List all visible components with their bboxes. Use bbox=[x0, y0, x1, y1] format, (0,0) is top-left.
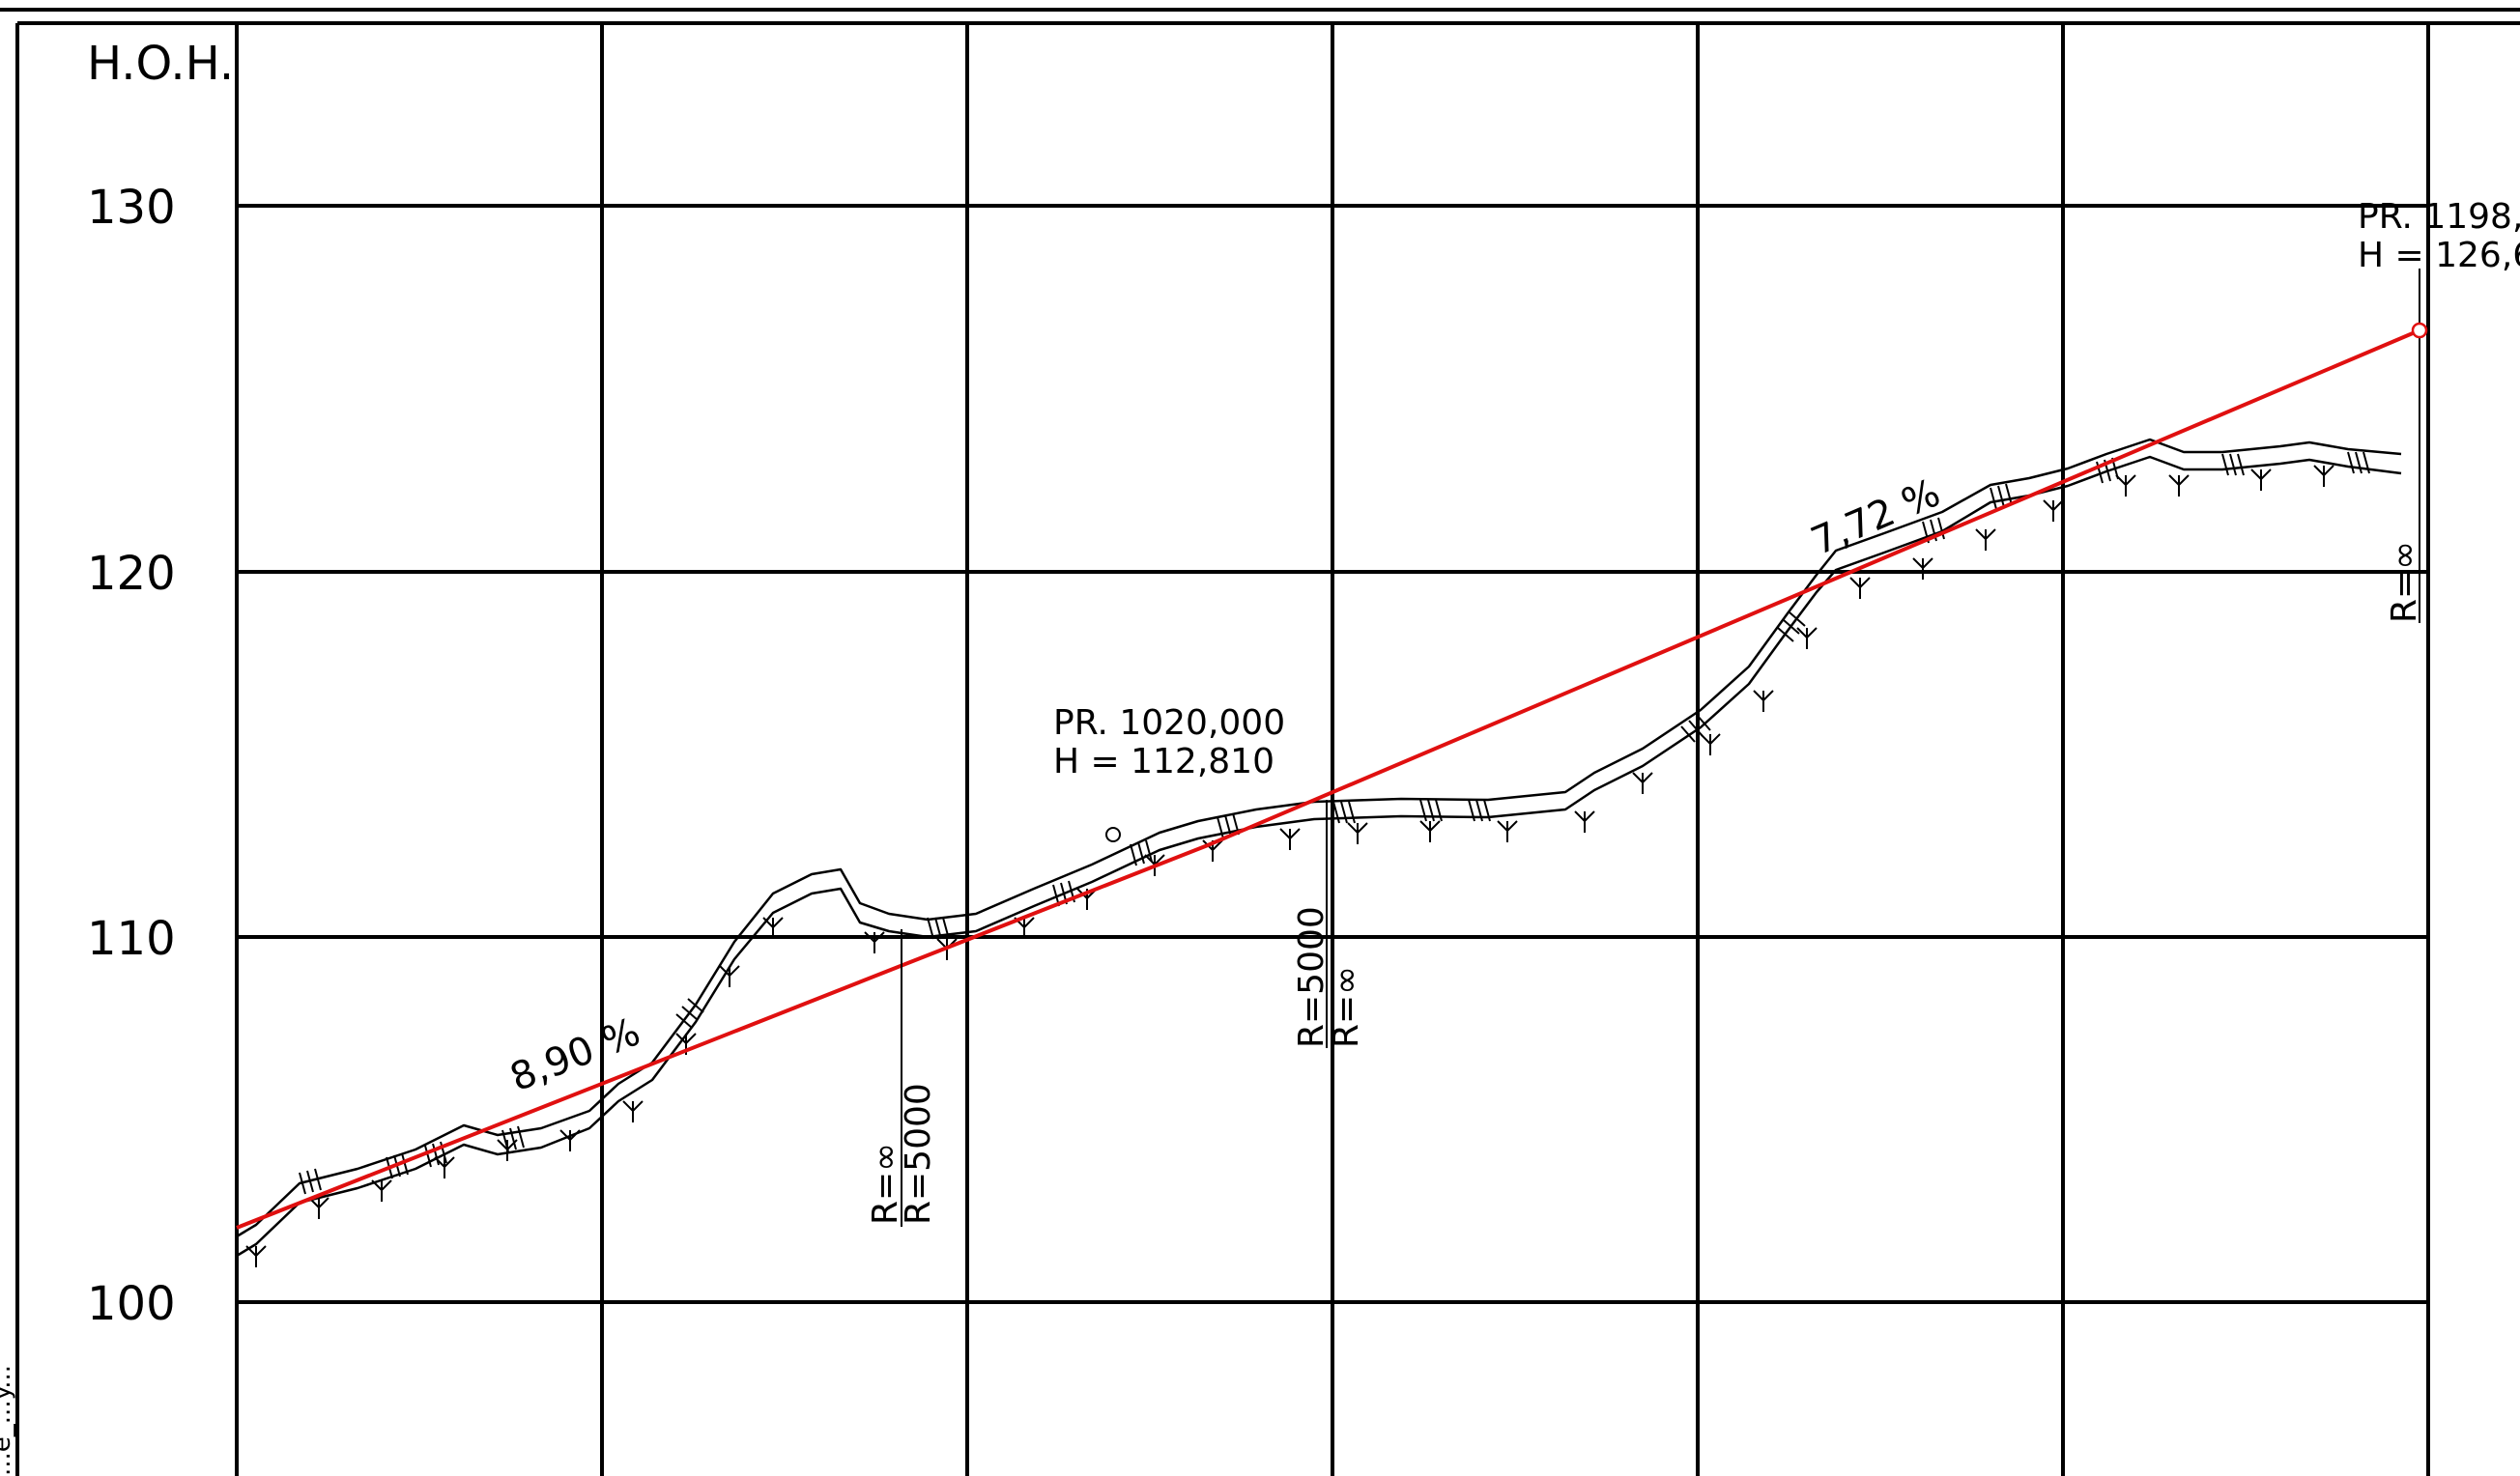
station-1-height: H = 112,810 bbox=[1053, 742, 1274, 781]
drawing-frame bbox=[0, 8, 2520, 1476]
station-1-label: PR. 1020,000 bbox=[1053, 703, 1285, 743]
curve-label-1b: R=5000 bbox=[899, 1083, 938, 1225]
axis-unit-label: H.O.H. bbox=[87, 37, 234, 91]
vertical-curve-markers bbox=[901, 269, 2420, 1227]
station-2-height: H = 126,613 bbox=[2358, 236, 2520, 275]
level-label-100: 100 bbox=[87, 1277, 176, 1331]
side-margin-text: ...e_...y... bbox=[0, 1365, 16, 1476]
curve-label-2b: R=∞ bbox=[1327, 966, 1366, 1048]
curve-label-2a: R=5000 bbox=[1292, 906, 1332, 1048]
profile-grid bbox=[235, 23, 2430, 1476]
curve-label-1a: R=∞ bbox=[866, 1143, 905, 1225]
station-2-label: PR. 1198,76 bbox=[2358, 197, 2520, 237]
slope-markers bbox=[245, 465, 2334, 1267]
grade-label-1: 8,90 % bbox=[504, 1009, 646, 1100]
station-point-1 bbox=[1105, 827, 1121, 842]
curve-label-3: R=∞ bbox=[2385, 541, 2424, 623]
terrain-profile bbox=[236, 438, 2402, 1258]
grade-label-2: 7,72 % bbox=[1805, 470, 1947, 564]
level-label-130: 130 bbox=[87, 181, 176, 235]
station-point-2 bbox=[2411, 322, 2428, 339]
level-label-120: 120 bbox=[87, 547, 176, 601]
level-label-110: 110 bbox=[87, 912, 176, 966]
design-grade-line bbox=[236, 328, 2420, 1230]
